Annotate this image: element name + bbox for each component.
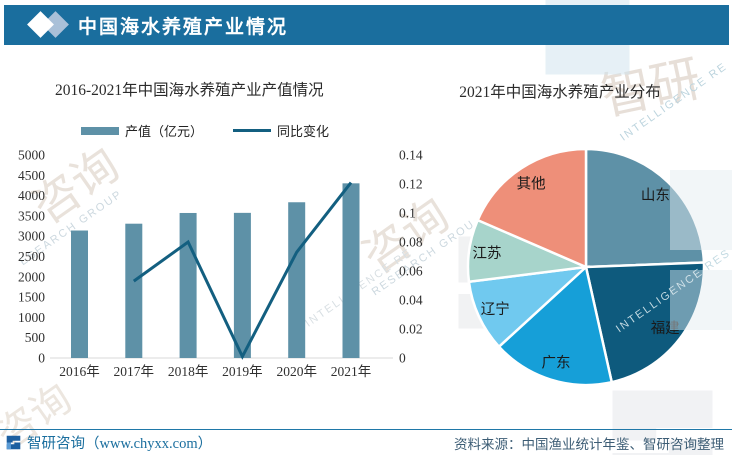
brand-logo-icon — [6, 435, 21, 450]
header-bar: 中国海水养殖产业情况 — [4, 5, 729, 45]
pie-slice-广东 — [497, 264, 614, 387]
pie-slice-福建 — [584, 261, 706, 384]
bar-2018年 — [179, 212, 197, 358]
left-axis-tick: 5000 — [18, 148, 45, 163]
left-axis-tick: 4500 — [18, 168, 45, 183]
footer-divider — [0, 429, 732, 430]
right-axis-tick: 0.04 — [399, 293, 423, 308]
source-text: 资料来源：中国渔业统计年鉴、智研咨询整理 — [454, 436, 724, 452]
pie-label-辽宁: 辽宁 — [481, 301, 510, 318]
footer: 智研咨询（www.chyxx.com） 资料来源：中国渔业统计年鉴、智研咨询整理 — [5, 432, 724, 453]
page-title: 中国海水养殖产业情况 — [78, 16, 289, 38]
legend-label: 同比变化 — [277, 124, 330, 139]
right-axis-tick: 0.06 — [399, 264, 423, 279]
pie-slice-山东 — [584, 147, 706, 269]
bar-2016年 — [71, 230, 88, 358]
pie-slice-其他 — [476, 147, 588, 269]
right-axis-tick: 0.12 — [399, 177, 423, 192]
pie-label-江苏: 江苏 — [473, 245, 502, 262]
legend-item-output: 产值（亿元） — [80, 121, 203, 140]
left-axis-tick: 3500 — [18, 208, 45, 223]
x-axis-label: 2017年 — [114, 364, 155, 379]
right-axis-tick: 0.14 — [399, 148, 423, 163]
legend: 产值（亿元） 同比变化 — [0, 121, 410, 140]
bar-line-chart: 0 500 1000 1500 2000 2500 3000 3500 4000 4500 5000… — [18, 148, 423, 380]
line-swatch-icon — [233, 129, 271, 132]
bar-2019年 — [233, 212, 251, 358]
legend-item-yoy: 同比变化 — [233, 121, 329, 140]
right-axis-tick: 0 — [399, 351, 406, 366]
right-axis-tick: 0.08 — [399, 235, 423, 250]
left-axis-tick: 1500 — [18, 290, 45, 305]
bar-2021年 — [342, 183, 360, 358]
yoy-line — [132, 181, 353, 360]
x-axis-label: 2016年 — [59, 364, 100, 379]
pie-label-广东: 广东 — [542, 354, 571, 371]
bar-chart-title: 2016-2021年中国海水养殖产业产值情况 — [55, 82, 324, 99]
x-axis-label: 2018年 — [168, 364, 209, 379]
x-axis-label: 2020年 — [276, 364, 317, 379]
pie-label-山东: 山东 — [641, 187, 670, 204]
pie-label-福建: 福建 — [651, 320, 680, 337]
left-axis-tick: 1000 — [18, 310, 45, 325]
pie-chart-title: 2021年中国海水养殖产业分布 — [459, 84, 661, 101]
brand-text: 智研咨询（www.chyxx.com） — [27, 436, 213, 452]
left-axis-tick: 0 — [38, 351, 45, 366]
left-axis-tick: 2500 — [18, 249, 45, 264]
x-axis-label: 2021年 — [331, 364, 372, 379]
left-axis-tick: 2000 — [18, 269, 45, 284]
right-axis-tick: 0.02 — [399, 322, 423, 337]
bar-2020年 — [288, 202, 306, 358]
legend-label: 产值（亿元） — [124, 124, 203, 139]
diamond-logo-icon — [18, 5, 76, 45]
bar-swatch-icon — [80, 126, 119, 135]
left-axis-tick: 3000 — [18, 229, 45, 244]
x-axis-label: 2019年 — [222, 364, 263, 379]
brand: 智研咨询（www.chyxx.com） — [5, 432, 212, 453]
bar-2017年 — [125, 223, 143, 358]
left-axis-tick: 4000 — [18, 188, 45, 203]
right-axis-tick: 0.1 — [399, 206, 416, 221]
left-axis-tick: 500 — [25, 330, 46, 345]
pie-label-其他: 其他 — [517, 175, 546, 192]
